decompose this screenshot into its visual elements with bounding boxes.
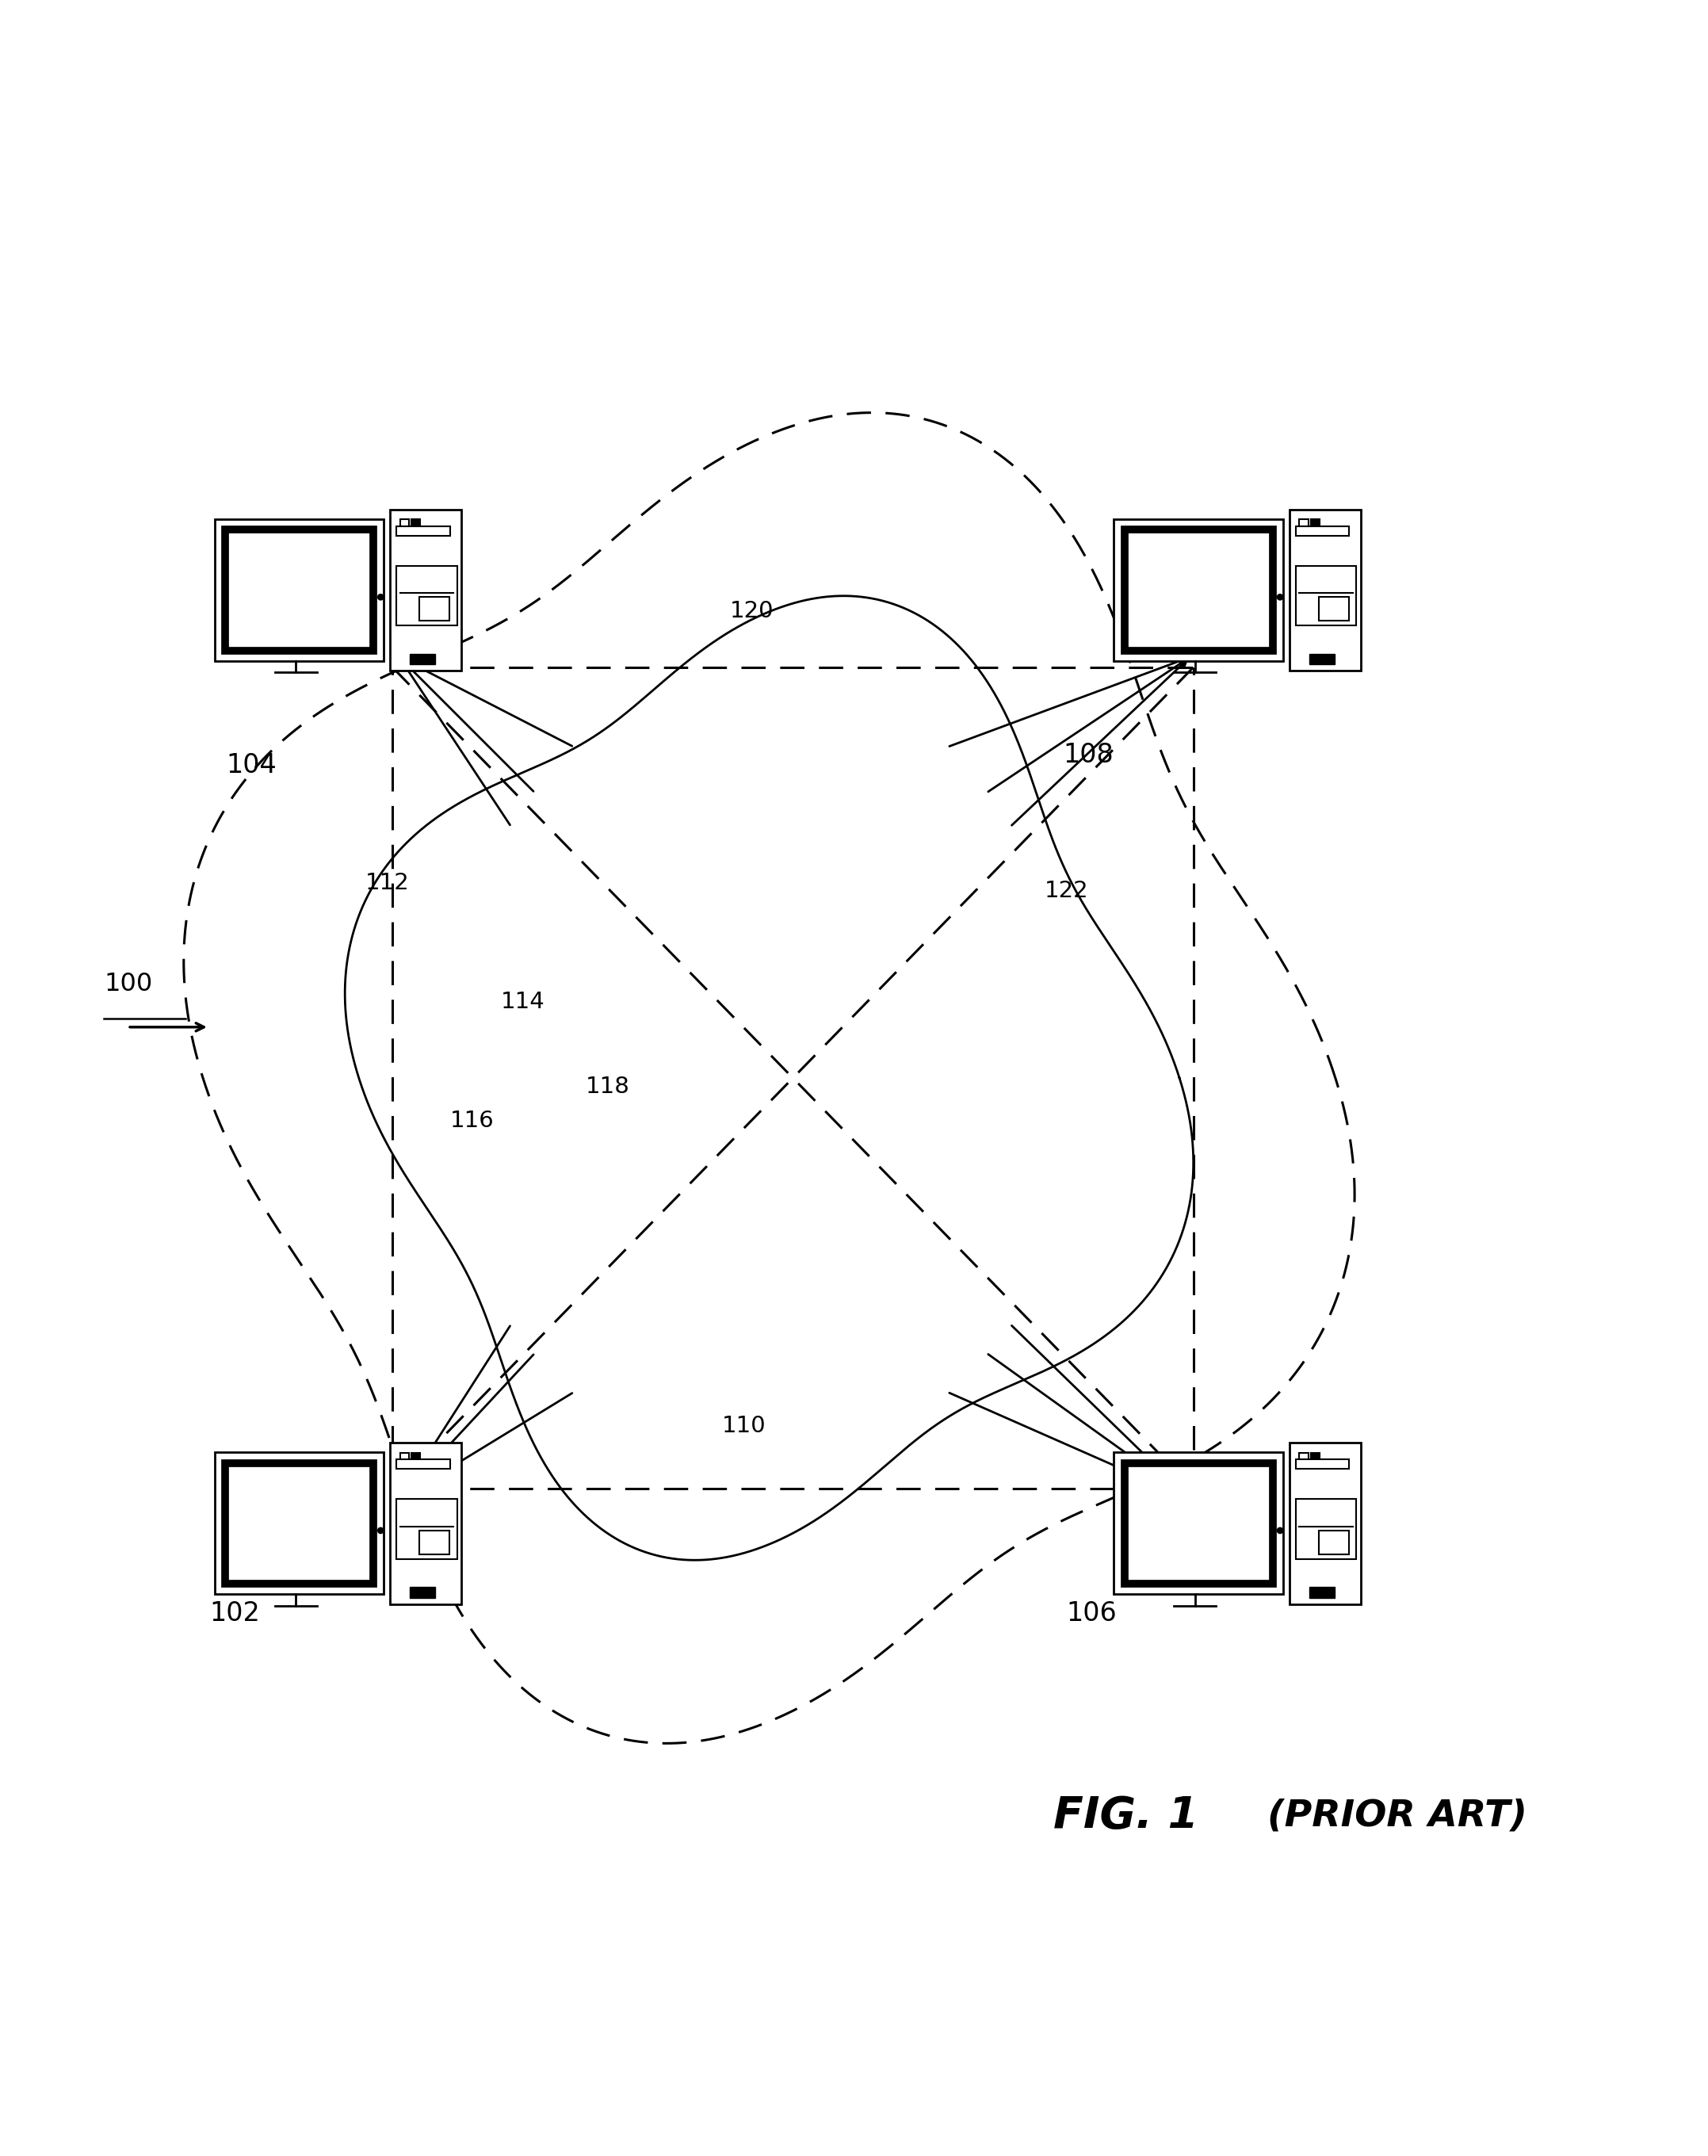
Bar: [225, 530, 374, 651]
Bar: [1310, 520, 1320, 526]
Text: 118: 118: [586, 1076, 630, 1097]
Text: 100: 100: [104, 972, 152, 996]
Bar: [1319, 597, 1349, 621]
Bar: [389, 1442, 461, 1604]
Bar: [1300, 1453, 1308, 1460]
Bar: [396, 526, 449, 535]
Bar: [420, 597, 449, 621]
Bar: [396, 565, 458, 625]
Bar: [420, 1531, 449, 1554]
Text: 106: 106: [1066, 1600, 1117, 1628]
Bar: [396, 1498, 458, 1559]
Circle shape: [1278, 1529, 1283, 1533]
Bar: [1296, 565, 1356, 625]
Bar: [400, 520, 408, 526]
Bar: [1290, 509, 1361, 671]
Text: 122: 122: [1044, 880, 1088, 903]
Text: 108: 108: [1062, 742, 1114, 768]
Circle shape: [377, 1529, 384, 1533]
Bar: [1296, 526, 1349, 535]
Bar: [400, 1453, 408, 1460]
Bar: [215, 1453, 384, 1595]
Circle shape: [377, 595, 384, 599]
Bar: [412, 1453, 420, 1460]
Bar: [215, 520, 384, 662]
Bar: [1114, 520, 1283, 662]
Bar: [1124, 1464, 1272, 1585]
Bar: [1114, 1453, 1283, 1595]
Bar: [225, 1464, 374, 1585]
Bar: [412, 520, 420, 526]
Bar: [1310, 653, 1334, 664]
Text: (PRIOR ART): (PRIOR ART): [1267, 1798, 1527, 1835]
Bar: [1124, 530, 1272, 651]
Bar: [410, 653, 436, 664]
Text: 114: 114: [500, 990, 545, 1013]
Bar: [1319, 1531, 1349, 1554]
Text: 110: 110: [722, 1414, 765, 1438]
Bar: [396, 1460, 449, 1468]
Bar: [410, 1587, 436, 1598]
Bar: [1300, 520, 1308, 526]
Text: 120: 120: [731, 599, 774, 623]
Bar: [389, 509, 461, 671]
Bar: [1310, 1587, 1334, 1598]
Text: 112: 112: [366, 871, 410, 895]
Text: 116: 116: [451, 1110, 494, 1132]
Bar: [1296, 1498, 1356, 1559]
Text: 102: 102: [210, 1600, 260, 1628]
Text: 104: 104: [225, 752, 277, 778]
Bar: [1290, 1442, 1361, 1604]
Bar: [1296, 1460, 1349, 1468]
Circle shape: [1278, 595, 1283, 599]
Text: FIG. 1: FIG. 1: [1052, 1794, 1197, 1837]
Bar: [1310, 1453, 1320, 1460]
